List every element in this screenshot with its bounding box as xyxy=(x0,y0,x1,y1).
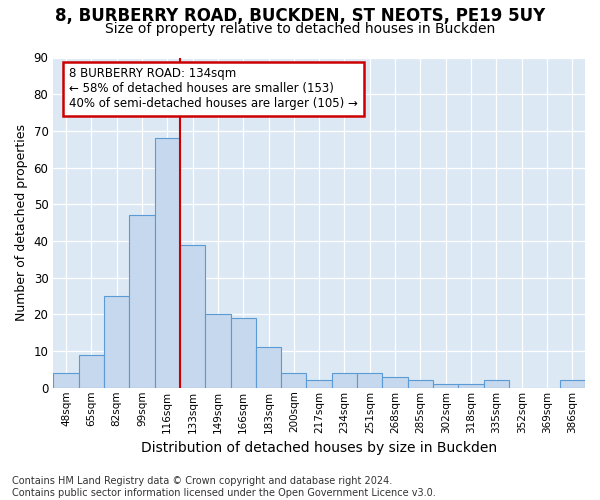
Bar xyxy=(458,384,484,388)
Bar xyxy=(484,380,509,388)
Bar xyxy=(104,296,129,388)
Text: 8 BURBERRY ROAD: 134sqm
← 58% of detached houses are smaller (153)
40% of semi-d: 8 BURBERRY ROAD: 134sqm ← 58% of detache… xyxy=(69,68,358,110)
Bar xyxy=(382,377,408,388)
Bar xyxy=(205,314,230,388)
Bar xyxy=(307,380,332,388)
Bar xyxy=(230,318,256,388)
Text: 8, BURBERRY ROAD, BUCKDEN, ST NEOTS, PE19 5UY: 8, BURBERRY ROAD, BUCKDEN, ST NEOTS, PE1… xyxy=(55,8,545,26)
Y-axis label: Number of detached properties: Number of detached properties xyxy=(15,124,28,321)
Bar xyxy=(560,380,585,388)
Text: Size of property relative to detached houses in Buckden: Size of property relative to detached ho… xyxy=(105,22,495,36)
Text: Contains HM Land Registry data © Crown copyright and database right 2024.
Contai: Contains HM Land Registry data © Crown c… xyxy=(12,476,436,498)
Bar xyxy=(281,373,307,388)
Bar xyxy=(332,373,357,388)
Bar xyxy=(357,373,382,388)
Bar xyxy=(180,244,205,388)
Bar xyxy=(155,138,180,388)
Bar xyxy=(408,380,433,388)
Bar xyxy=(79,354,104,388)
Bar xyxy=(53,373,79,388)
Bar xyxy=(433,384,458,388)
Bar xyxy=(256,348,281,388)
Bar xyxy=(129,216,155,388)
X-axis label: Distribution of detached houses by size in Buckden: Distribution of detached houses by size … xyxy=(141,441,497,455)
